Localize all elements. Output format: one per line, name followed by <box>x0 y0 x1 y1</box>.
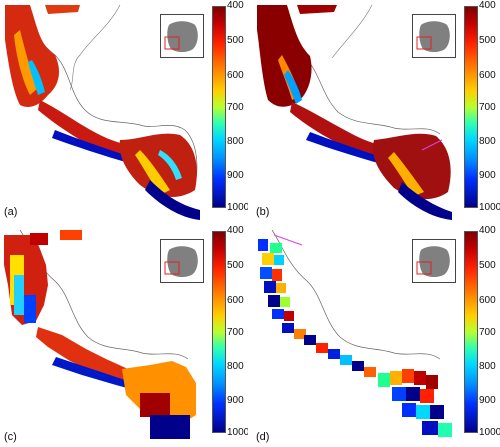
map-c <box>4 229 196 439</box>
antarctica-icon <box>416 246 450 277</box>
colorbar-tick: 800 <box>479 361 496 372</box>
colorbar-tick: 400 <box>479 225 496 236</box>
colorbar-tick: 900 <box>227 395 244 406</box>
map-panel-d: 400 500 600 700 800 900 1000 (d) <box>252 225 500 447</box>
colorbar-tick: 600 <box>227 70 244 81</box>
antarctica-inset <box>160 14 204 58</box>
colorbar-tick: 600 <box>227 295 244 306</box>
map-a <box>5 4 200 220</box>
colorbar-tick: 1000 <box>479 202 500 213</box>
colorbar-tick: 900 <box>479 395 496 406</box>
colorbar <box>464 6 478 208</box>
colorbar-tick: 600 <box>479 295 496 306</box>
map-d <box>258 229 452 437</box>
field-region-west <box>5 5 60 107</box>
map-panel-b: 400 500 600 700 800 900 1000 (b) <box>252 0 500 222</box>
map-b <box>257 4 452 220</box>
colorbar-tick: 700 <box>479 102 496 113</box>
colorbar-tick: 400 <box>227 0 244 11</box>
colorbar <box>212 231 226 433</box>
colorbar-tick: 1000 <box>227 427 248 438</box>
panel-label-d: (d) <box>256 431 270 443</box>
colorbar-tick: 800 <box>479 136 496 147</box>
colorbar <box>212 6 226 208</box>
panel-label-b: (b) <box>256 206 270 218</box>
panel-label-a: (a) <box>4 206 18 218</box>
colorbar-tick: 700 <box>227 102 244 113</box>
coastline <box>19 4 198 186</box>
field-tile <box>258 239 268 251</box>
antarctica-inset <box>412 14 456 58</box>
colorbar-tick: 1000 <box>479 427 500 438</box>
antarctica-inset <box>160 239 204 283</box>
colorbar-tick: 500 <box>227 35 244 46</box>
colorbar-tick: 1000 <box>227 202 248 213</box>
colorbar-tick: 400 <box>479 0 496 11</box>
colorbar-tick: 800 <box>227 361 244 372</box>
antarctica-icon <box>416 21 450 52</box>
colorbar-tick: 700 <box>227 327 244 338</box>
colorbar-tick: 600 <box>479 70 496 81</box>
field-region-east <box>372 133 451 200</box>
colorbar-tick: 900 <box>479 170 496 181</box>
colorbar-tick: 500 <box>227 260 244 271</box>
panel-label-c: (c) <box>4 431 17 443</box>
colorbar-tick: 400 <box>227 225 244 236</box>
antarctica-icon <box>164 246 198 277</box>
antarctica-inset <box>412 239 456 283</box>
colorbar-tick: 800 <box>227 136 244 147</box>
colorbar-tick: 900 <box>227 170 244 181</box>
colorbar-tick: 500 <box>479 35 496 46</box>
colorbar-tick: 500 <box>479 260 496 271</box>
colorbar <box>464 231 478 433</box>
coastline-inner <box>69 4 121 91</box>
field-region-west <box>257 5 312 107</box>
antarctica-icon <box>164 21 198 52</box>
field-region-east <box>119 133 197 197</box>
colorbar-tick: 700 <box>479 327 496 338</box>
map-panel-c: 400 500 600 700 800 900 1000 (c) <box>0 225 248 447</box>
map-panel-a: 400 500 600 700 800 900 1000 (a) <box>0 0 248 222</box>
